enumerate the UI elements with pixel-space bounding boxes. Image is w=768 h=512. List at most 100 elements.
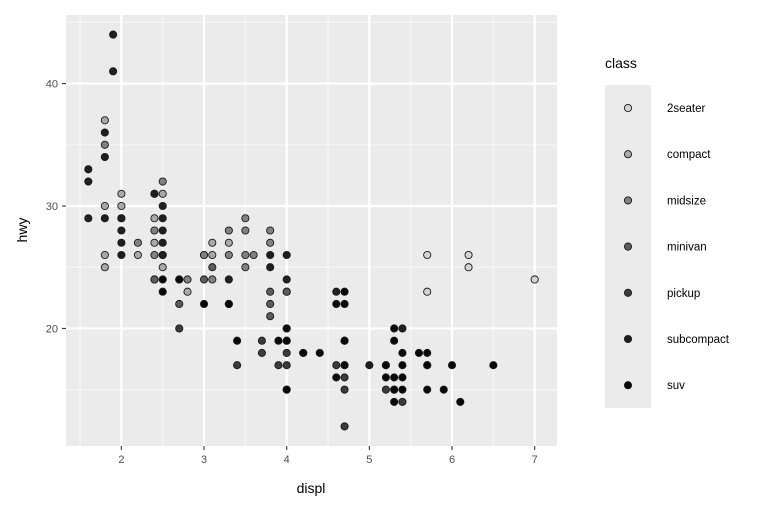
data-point — [423, 361, 432, 370]
data-points — [84, 30, 539, 431]
data-point — [282, 361, 291, 370]
data-point — [224, 226, 233, 235]
data-point — [150, 250, 159, 260]
legend-key — [623, 242, 633, 251]
data-point — [84, 177, 93, 186]
x-tick-label: 2 — [118, 454, 124, 466]
data-point — [100, 128, 109, 137]
data-point — [274, 361, 283, 370]
data-point — [489, 361, 498, 370]
data-point — [266, 299, 275, 309]
data-point — [332, 287, 341, 296]
data-point — [208, 238, 217, 247]
data-point — [282, 275, 291, 284]
data-point — [282, 336, 291, 345]
data-point — [158, 189, 167, 198]
legend: class 2seater compact midsize minivan pickup… — [605, 55, 730, 408]
data-point — [390, 324, 399, 333]
plot-panel — [66, 15, 557, 446]
data-point — [423, 250, 432, 260]
data-point — [224, 238, 233, 247]
data-point — [199, 299, 209, 309]
data-point — [208, 250, 217, 260]
data-point — [464, 263, 473, 272]
data-point — [332, 299, 341, 309]
data-point — [100, 263, 109, 272]
data-point — [100, 214, 109, 223]
legend-key — [623, 103, 633, 113]
data-point — [340, 287, 349, 296]
data-point — [299, 348, 308, 357]
data-point — [158, 275, 167, 284]
data-point — [175, 324, 184, 333]
data-point — [423, 348, 432, 357]
x-tick-label: 4 — [284, 454, 290, 466]
data-point — [183, 275, 192, 284]
data-point — [340, 373, 349, 382]
data-point — [117, 238, 126, 247]
data-point — [150, 214, 159, 223]
x-tick-label: 7 — [532, 454, 538, 466]
data-point — [340, 299, 349, 309]
data-point — [100, 140, 109, 149]
legend-label: pickup — [667, 288, 700, 300]
data-point — [390, 397, 399, 406]
data-point — [398, 361, 407, 370]
data-point — [241, 214, 250, 223]
data-point — [241, 263, 250, 272]
legend-label: compact — [667, 149, 711, 161]
data-point — [117, 189, 126, 198]
data-point — [332, 373, 341, 382]
data-point — [282, 385, 291, 394]
data-point — [249, 250, 258, 260]
data-point — [282, 250, 291, 260]
data-point — [266, 226, 275, 235]
data-point — [414, 348, 424, 357]
legend-key — [623, 381, 633, 390]
data-point — [398, 385, 407, 394]
data-point — [150, 238, 159, 247]
data-point — [109, 30, 118, 39]
data-point — [257, 336, 266, 345]
data-point — [439, 385, 448, 394]
legend-title: class — [605, 55, 637, 71]
series-2seater — [423, 250, 539, 296]
y-tick-label: 30 — [46, 201, 58, 213]
data-point — [398, 324, 407, 333]
data-point — [274, 336, 283, 345]
data-point — [233, 361, 242, 370]
data-point — [117, 226, 126, 235]
data-point — [208, 263, 217, 272]
data-point — [332, 361, 341, 370]
data-point — [109, 67, 118, 76]
data-point — [398, 397, 407, 406]
data-point — [100, 152, 109, 162]
data-point — [340, 422, 349, 431]
x-axis-title: displ — [297, 480, 326, 496]
data-point — [158, 250, 167, 260]
legend-label: midsize — [667, 195, 706, 207]
data-point — [423, 385, 432, 394]
data-point — [100, 116, 109, 125]
data-point — [381, 361, 390, 370]
data-point — [423, 287, 432, 296]
series-midsize — [100, 140, 291, 296]
data-point — [282, 324, 291, 333]
data-point — [282, 287, 291, 296]
y-axis-title: hwy — [14, 218, 30, 243]
data-point — [365, 361, 374, 370]
data-point — [117, 250, 126, 260]
grid-lines — [66, 15, 557, 446]
data-point — [199, 275, 209, 284]
data-point — [340, 385, 349, 394]
data-point — [266, 263, 275, 272]
data-point — [315, 348, 324, 357]
data-point — [117, 201, 126, 211]
series-suv — [158, 275, 498, 406]
legend-label: 2seater — [667, 103, 706, 115]
data-point — [224, 275, 233, 284]
data-point — [158, 263, 167, 272]
data-point — [390, 373, 399, 382]
data-point — [158, 201, 167, 211]
